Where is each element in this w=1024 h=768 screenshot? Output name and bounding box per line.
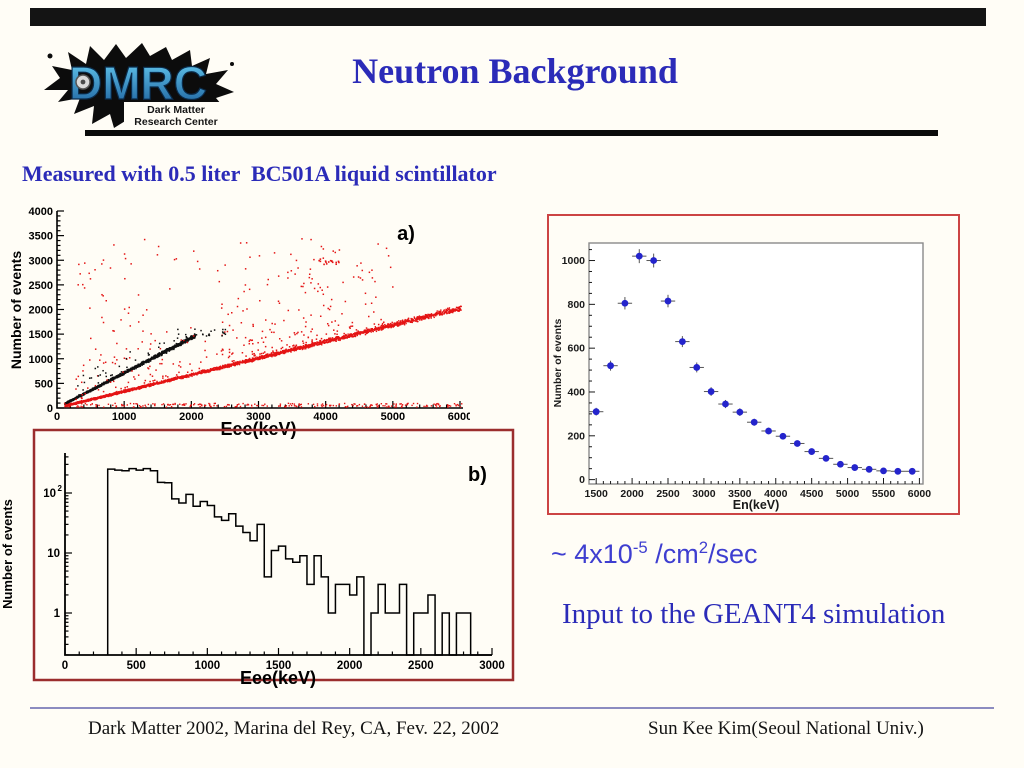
logo-tagline-1: Dark Matter (147, 104, 205, 116)
header-rule (85, 130, 938, 136)
flux-base: ~ 4x10 (551, 539, 633, 569)
page-title: Neutron Background (352, 51, 678, 91)
flux-exponent-2: 2 (698, 538, 709, 557)
scatter-plot-a (8, 198, 470, 446)
subtitle: Measured with 0.5 liter BC501A liquid sc… (22, 161, 497, 186)
top-decorative-bar (30, 8, 986, 26)
footer-rule (30, 707, 994, 709)
logo-tagline-2: Research Center (134, 116, 217, 128)
logo-bullseye-center (80, 79, 86, 85)
flux-tail: /sec (708, 539, 758, 569)
histogram-plot-b (0, 426, 520, 688)
neutron-energy-spectrum-plot (540, 205, 975, 527)
footer-author: Sun Kee Kim(Seoul National Univ.) (648, 718, 924, 739)
flux-mid: /cm (647, 539, 699, 569)
logo-tagline-backing (124, 102, 236, 132)
geant4-note: Input to the GEANT4 simulation (562, 598, 946, 630)
logo-acronym: DMRC (69, 57, 207, 109)
logo-splatter-dot (47, 53, 53, 59)
footer-conference: Dark Matter 2002, Marina del Rey, CA, Fe… (88, 718, 500, 739)
flux-exponent: -5 (632, 538, 648, 557)
dmrc-logo: DMRC Dark Matter Research Center (44, 43, 236, 132)
logo-splatter-dot (230, 62, 234, 66)
flux-annotation: ~ 4x10-5 /cm2/sec (551, 538, 758, 570)
